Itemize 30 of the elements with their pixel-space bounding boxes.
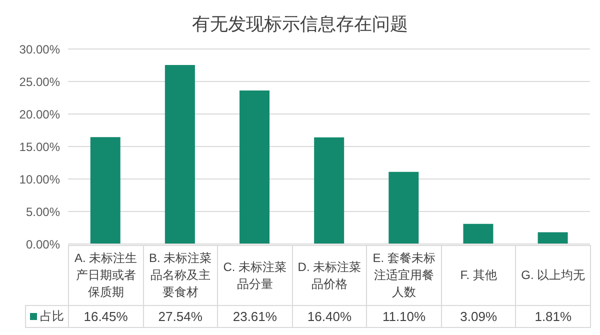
chart-title: 有无发现标示信息存在问题 — [191, 13, 409, 36]
bar — [538, 232, 568, 244]
x-tick-label: D. 未标注菜品价格 — [292, 246, 367, 306]
legend-label: 占比 — [26, 306, 68, 328]
y-tick-label: 0.00% — [26, 237, 60, 252]
data-label: 16.40% — [292, 306, 367, 328]
y-tick-label: 25.00% — [19, 74, 60, 89]
x-tick-label: G. 以上均无 — [516, 246, 590, 306]
data-label: 23.61% — [218, 306, 292, 328]
x-tick-label: B. 未标注菜品名称及主要食材 — [143, 246, 218, 306]
y-tick-label: 30.00% — [19, 42, 60, 56]
x-tick-label: C. 未标注菜品分量 — [218, 246, 292, 306]
y-tick-label: 10.00% — [19, 172, 60, 186]
y-tick-label: 20.00% — [19, 107, 60, 122]
bar — [314, 137, 344, 244]
y-tick-label: 15.00% — [19, 140, 60, 154]
data-label: 27.54% — [143, 306, 218, 328]
bar — [90, 137, 120, 244]
x-tick-label: E. 套餐未标注适宜用餐人数 — [366, 246, 442, 306]
y-tick-label: 5.00% — [26, 204, 60, 219]
data-label: 3.09% — [441, 306, 516, 328]
x-tick-label: A. 未标注生产日期或者保质期 — [68, 246, 144, 306]
data-label: 1.81% — [516, 306, 590, 328]
data-label: 16.45% — [68, 306, 144, 328]
bar — [388, 172, 419, 244]
bar — [240, 90, 270, 244]
data-label: 11.10% — [366, 306, 442, 328]
bar — [164, 64, 195, 244]
bar — [463, 224, 494, 244]
x-tick-label: F. 其他 — [441, 246, 516, 306]
